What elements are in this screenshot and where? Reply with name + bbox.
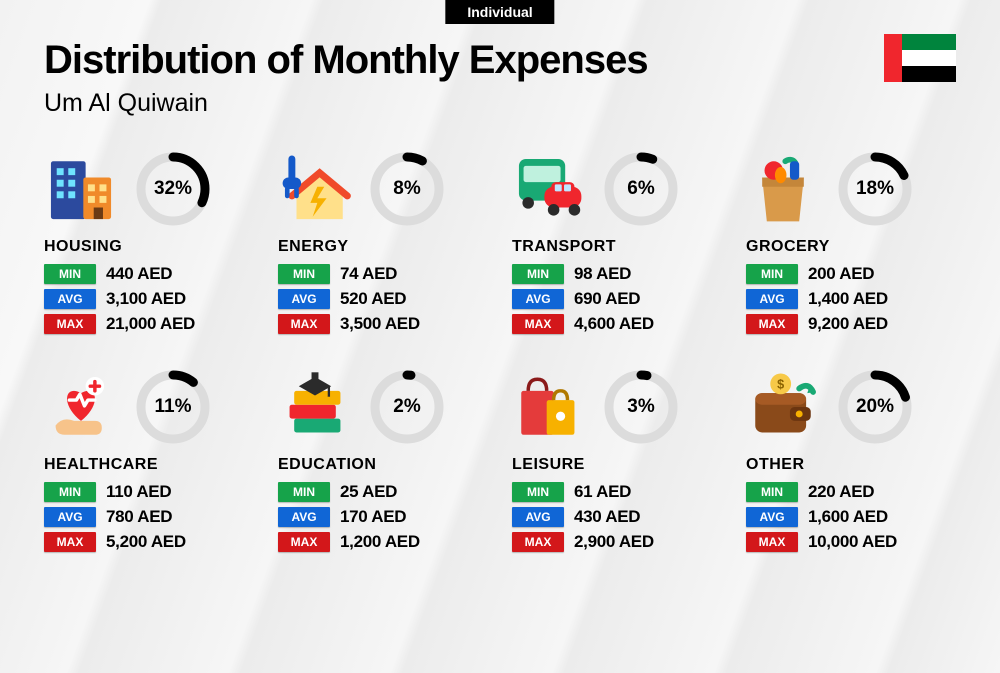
min-badge: MIN [746,482,798,502]
buildings-icon [44,152,118,226]
uae-flag-icon [884,34,956,82]
avg-badge: AVG [512,289,564,309]
max-value: 10,000 AED [808,532,897,552]
max-value: 3,500 AED [340,314,420,334]
avg-badge: AVG [278,507,330,527]
percent-donut: 32% [136,152,210,226]
max-badge: MAX [44,314,96,334]
percent-label: 18% [838,152,912,226]
max-badge: MAX [512,532,564,552]
min-value: 74 AED [340,264,397,284]
max-value: 2,900 AED [574,532,654,552]
percent-label: 6% [604,152,678,226]
percent-donut: 6% [604,152,678,226]
avg-value: 1,600 AED [808,507,888,527]
category-card-transport: 6% TRANSPORT MIN 98 AED AVG 690 AED MAX … [512,152,722,334]
max-badge: MAX [278,532,330,552]
avg-value: 690 AED [574,289,640,309]
category-card-grocery: 18% GROCERY MIN 200 AED AVG 1,400 AED MA… [746,152,956,334]
max-value: 1,200 AED [340,532,420,552]
min-badge: MIN [278,264,330,284]
category-name: HEALTHCARE [44,456,254,474]
avg-badge: AVG [44,507,96,527]
percent-label: 11% [136,370,210,444]
avg-badge: AVG [746,289,798,309]
category-name: GROCERY [746,238,956,256]
max-badge: MAX [746,314,798,334]
min-value: 98 AED [574,264,631,284]
max-badge: MAX [746,532,798,552]
min-value: 110 AED [106,482,171,502]
percent-label: 8% [370,152,444,226]
avg-badge: AVG [512,507,564,527]
min-badge: MIN [44,264,96,284]
page-title: Distribution of Monthly Expenses [44,38,956,83]
max-value: 21,000 AED [106,314,195,334]
min-badge: MIN [746,264,798,284]
max-badge: MAX [44,532,96,552]
avg-value: 3,100 AED [106,289,186,309]
min-value: 61 AED [574,482,631,502]
category-card-healthcare: 11% HEALTHCARE MIN 110 AED AVG 780 AED M… [44,370,254,552]
grocery-bag-icon [746,152,820,226]
min-badge: MIN [512,482,564,502]
avg-value: 1,400 AED [808,289,888,309]
category-name: EDUCATION [278,456,488,474]
percent-donut: 8% [370,152,444,226]
category-card-education: 2% EDUCATION MIN 25 AED AVG 170 AED MAX … [278,370,488,552]
min-value: 220 AED [808,482,874,502]
percent-donut: 11% [136,370,210,444]
max-badge: MAX [512,314,564,334]
avg-value: 170 AED [340,507,406,527]
avg-value: 780 AED [106,507,172,527]
percent-donut: 18% [838,152,912,226]
category-grid: 32% HOUSING MIN 440 AED AVG 3,100 AED MA… [44,152,956,552]
avg-badge: AVG [44,289,96,309]
svg-text:$: $ [777,377,784,392]
min-value: 440 AED [106,264,172,284]
category-card-other: $ 20% OTHER MIN 220 AED AVG 1,600 AED [746,370,956,552]
header-tag: Individual [445,0,554,24]
shopping-bags-icon [512,370,586,444]
grad-books-icon [278,370,352,444]
category-name: OTHER [746,456,956,474]
min-value: 200 AED [808,264,874,284]
min-badge: MIN [512,264,564,284]
heart-hand-icon [44,370,118,444]
max-value: 5,200 AED [106,532,186,552]
min-value: 25 AED [340,482,397,502]
min-badge: MIN [278,482,330,502]
min-badge: MIN [44,482,96,502]
percent-donut: 2% [370,370,444,444]
avg-badge: AVG [278,289,330,309]
category-name: ENERGY [278,238,488,256]
avg-badge: AVG [746,507,798,527]
category-name: LEISURE [512,456,722,474]
category-name: TRANSPORT [512,238,722,256]
max-badge: MAX [278,314,330,334]
avg-value: 430 AED [574,507,640,527]
category-card-housing: 32% HOUSING MIN 440 AED AVG 3,100 AED MA… [44,152,254,334]
percent-donut: 20% [838,370,912,444]
category-card-leisure: 3% LEISURE MIN 61 AED AVG 430 AED MAX 2,… [512,370,722,552]
energy-house-icon [278,152,352,226]
percent-label: 2% [370,370,444,444]
max-value: 9,200 AED [808,314,888,334]
category-card-energy: 8% ENERGY MIN 74 AED AVG 520 AED MAX 3,5… [278,152,488,334]
percent-label: 32% [136,152,210,226]
percent-label: 20% [838,370,912,444]
page-subtitle: Um Al Quiwain [44,89,956,118]
percent-label: 3% [604,370,678,444]
max-value: 4,600 AED [574,314,654,334]
avg-value: 520 AED [340,289,406,309]
category-name: HOUSING [44,238,254,256]
bus-car-icon [512,152,586,226]
percent-donut: 3% [604,370,678,444]
wallet-icon: $ [746,370,820,444]
